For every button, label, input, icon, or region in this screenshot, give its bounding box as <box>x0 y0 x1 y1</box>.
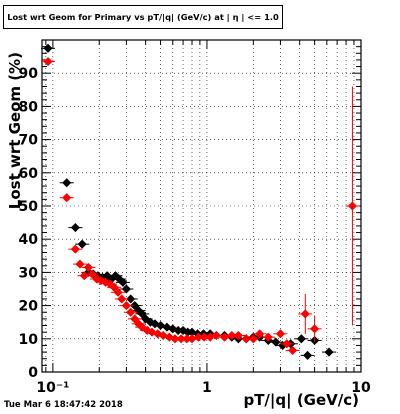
data-point <box>155 320 166 331</box>
y-tick-label: 10 <box>19 332 39 348</box>
data-point <box>43 43 53 53</box>
x-axis-label: pT/|q| (GeV/c) <box>243 391 359 410</box>
plot-border <box>41 39 362 373</box>
data-point <box>121 300 132 311</box>
data-point <box>126 307 136 317</box>
data-point <box>43 56 53 67</box>
data-point <box>150 319 160 329</box>
data-point <box>70 222 81 233</box>
data-point <box>282 339 292 349</box>
data-point <box>324 347 334 357</box>
data-point <box>75 259 85 269</box>
y-tick-label: 60 <box>19 166 39 182</box>
data-point <box>233 330 244 341</box>
y-tick-label: 30 <box>19 265 39 281</box>
data-point <box>62 193 72 203</box>
data-point <box>145 317 156 327</box>
data-point <box>117 294 127 304</box>
data-point <box>126 294 136 304</box>
data-point <box>105 279 115 289</box>
x-tick-label: 1 <box>202 380 212 396</box>
data-point <box>70 244 81 254</box>
axis-ticks <box>42 39 361 373</box>
data-point <box>153 329 163 339</box>
data-point <box>347 201 358 211</box>
timestamp: Tue Mar 6 18:47:42 2018 <box>4 400 123 410</box>
data-point <box>121 284 132 294</box>
data-point <box>300 309 310 319</box>
y-tick-label: 20 <box>19 299 39 315</box>
data-point <box>77 239 87 249</box>
data-point <box>87 269 97 279</box>
data-point <box>137 322 147 332</box>
data-point <box>168 324 178 334</box>
x-tick-label: 10 <box>351 380 371 396</box>
data-point <box>248 334 258 344</box>
x-tick-label: 10⁻¹ <box>36 380 69 396</box>
plot-frame <box>41 39 362 373</box>
y-tick-label: 40 <box>19 232 39 248</box>
data-point <box>255 329 265 339</box>
y-tick-label: 90 <box>19 66 39 82</box>
grid <box>42 40 361 372</box>
data-point <box>62 178 72 188</box>
data-point <box>211 330 221 341</box>
chart-title: Lost wrt Geom for Primary vs pT/|q| (GeV… <box>3 5 283 29</box>
y-axis-label: Lost wrt Geom (%) <box>6 52 24 209</box>
y-tick-label: 0 <box>28 365 38 381</box>
data-point <box>241 334 251 344</box>
data-point <box>271 337 281 347</box>
data-point <box>158 330 168 341</box>
data-point <box>162 322 172 332</box>
data-point <box>83 262 94 273</box>
data-point <box>164 332 174 342</box>
y-tick-label: 70 <box>19 133 39 149</box>
tick-labels: 0 10 20 30 40 50 60 70 80 90 10⁻¹ 1 10 <box>19 66 371 396</box>
data-point <box>118 277 128 288</box>
data-point <box>287 345 298 356</box>
data-point <box>296 334 306 344</box>
data-point <box>113 287 123 297</box>
data-point <box>302 350 313 361</box>
data-points <box>41 43 360 361</box>
data-point <box>309 324 320 334</box>
data-point <box>263 332 273 342</box>
y-tick-label: 50 <box>19 199 39 215</box>
y-tick-label: 80 <box>19 99 39 115</box>
data-point <box>275 329 286 339</box>
